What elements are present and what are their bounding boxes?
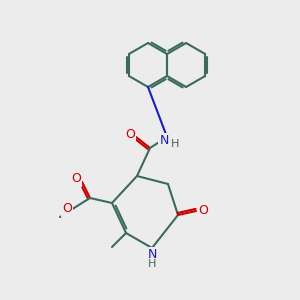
Text: O: O: [62, 202, 72, 215]
Text: H: H: [171, 139, 179, 149]
Text: N: N: [159, 134, 169, 148]
Text: N: N: [147, 248, 157, 262]
Text: O: O: [71, 172, 81, 185]
Text: H: H: [148, 259, 156, 269]
Text: O: O: [198, 205, 208, 218]
Text: O: O: [125, 128, 135, 142]
